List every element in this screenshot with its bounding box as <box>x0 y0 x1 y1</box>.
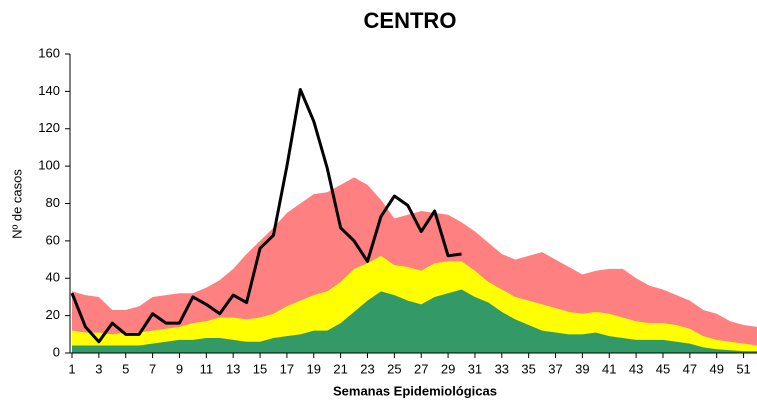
x-tick-label: 37 <box>548 361 562 376</box>
x-tick-label: 29 <box>441 361 455 376</box>
x-tick-label: 47 <box>683 361 697 376</box>
area <box>72 289 757 353</box>
x-tick-label: 17 <box>280 361 294 376</box>
y-tick-label: 100 <box>38 158 60 173</box>
x-tick-label: 21 <box>333 361 347 376</box>
y-tick-label: 160 <box>38 45 60 60</box>
area <box>72 177 757 353</box>
x-tick-label: 11 <box>200 361 214 376</box>
y-tick-label: 60 <box>46 232 60 247</box>
x-tick-label: 39 <box>575 361 589 376</box>
x-tick-label: 13 <box>226 361 240 376</box>
x-tick-label: 15 <box>253 361 267 376</box>
y-axis-label: Nº de casos <box>9 169 24 239</box>
x-tick-label: 25 <box>387 361 401 376</box>
y-tick-label: 140 <box>38 83 60 98</box>
x-tick-label: 23 <box>360 361 374 376</box>
x-tick-label: 51 <box>736 361 750 376</box>
x-tick-label: 31 <box>468 361 482 376</box>
x-tick-label: 9 <box>176 361 183 376</box>
line <box>70 88 462 344</box>
x-tick-label: 35 <box>521 361 535 376</box>
chart-title: CENTRO <box>364 8 457 33</box>
y-tick-label: 80 <box>46 195 60 210</box>
y-tick-label: 20 <box>46 307 60 322</box>
x-tick-label: 49 <box>709 361 723 376</box>
y-tick-label: 0 <box>53 344 60 359</box>
x-tick-label: 19 <box>307 361 321 376</box>
x-tick-label: 41 <box>602 361 616 376</box>
y-tick-label: 40 <box>46 270 60 285</box>
x-tick-label: 33 <box>495 361 509 376</box>
x-tick-label: 5 <box>122 361 129 376</box>
x-tick-label: 7 <box>149 361 156 376</box>
x-tick-label: 3 <box>95 361 102 376</box>
x-tick-label: 1 <box>68 361 75 376</box>
x-axis-label: Semanas Epidemiológicas <box>333 383 497 398</box>
x-tick-label: 43 <box>629 361 643 376</box>
x-tick-label: 45 <box>656 361 670 376</box>
y-tick-label: 120 <box>38 120 60 135</box>
x-tick-label: 27 <box>414 361 428 376</box>
